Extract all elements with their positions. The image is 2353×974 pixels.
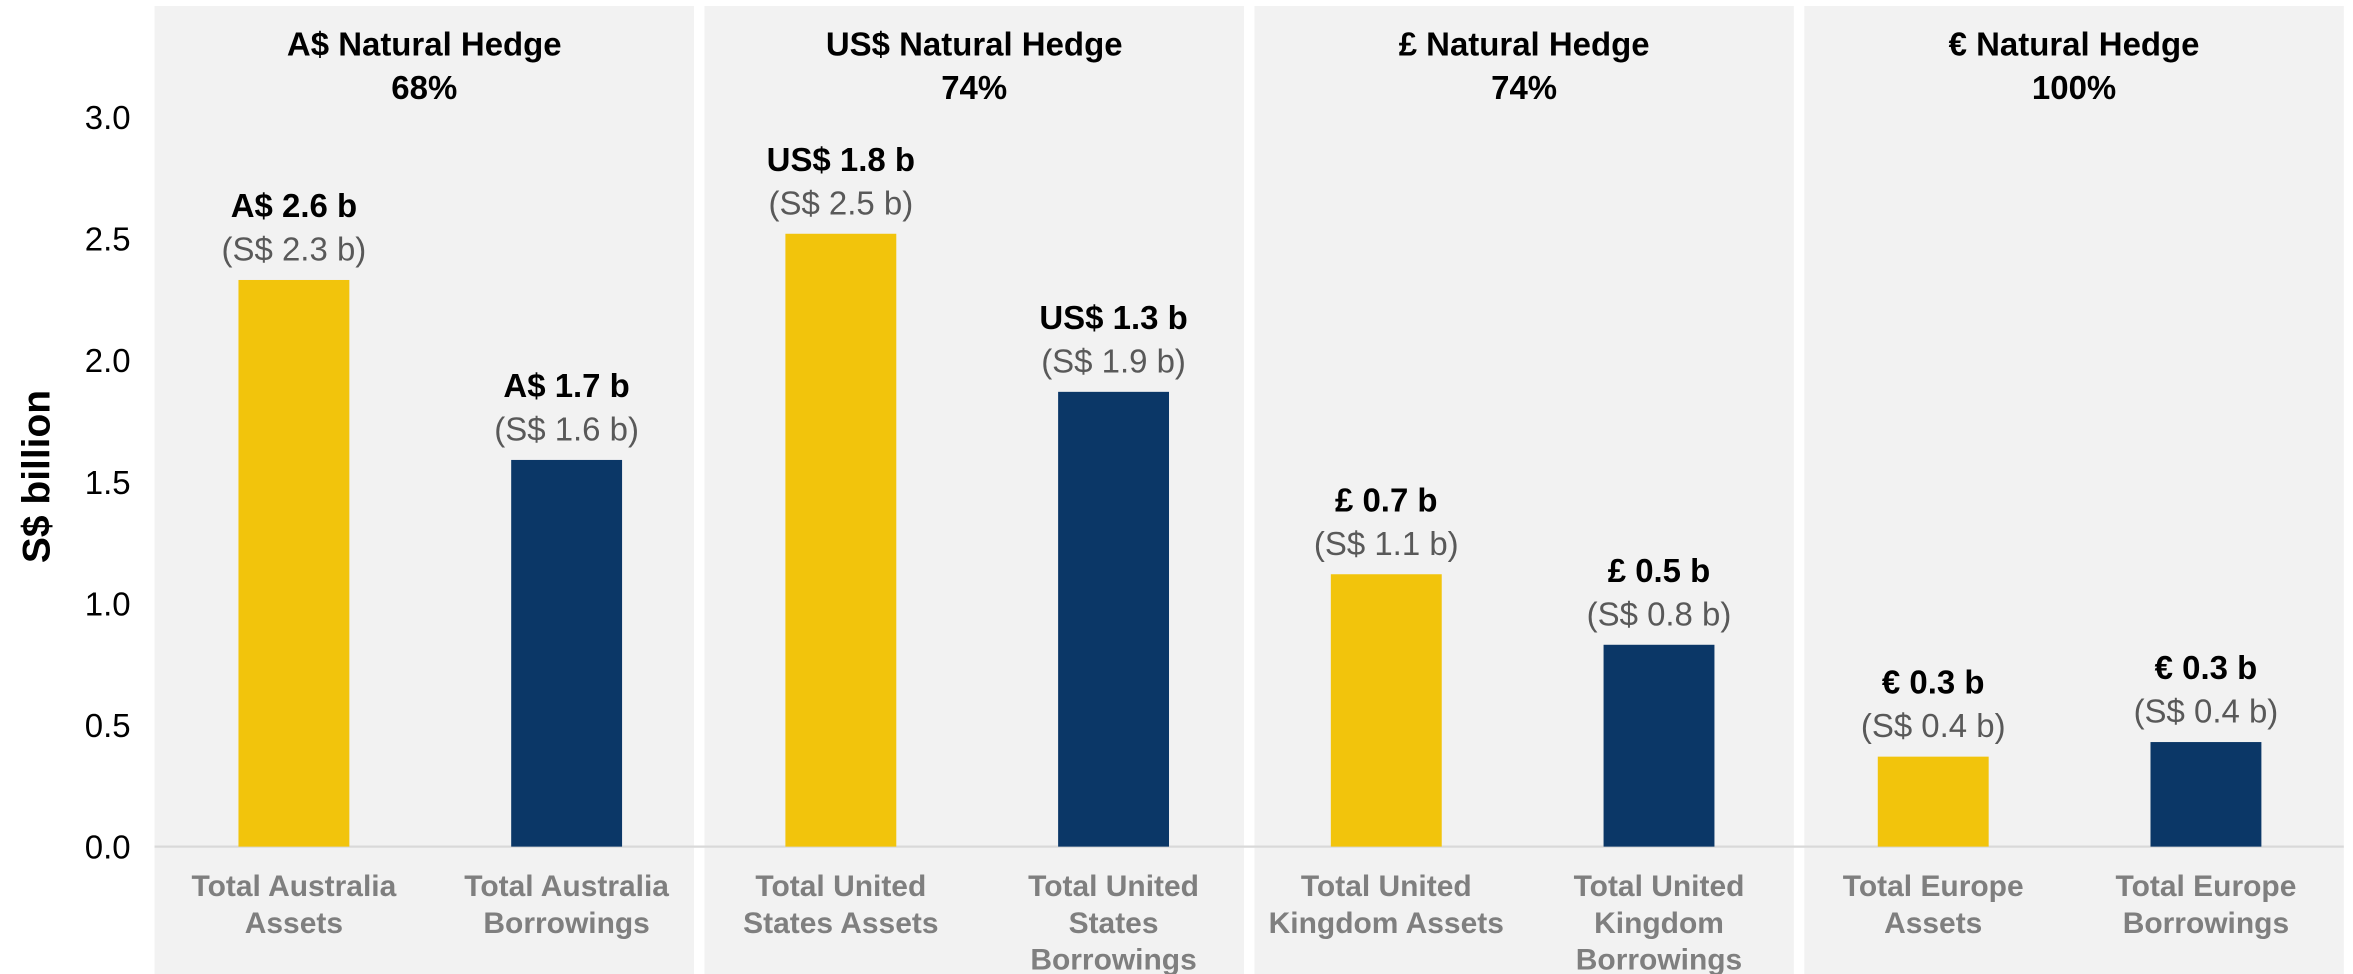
x-tick-label: Total Australia Assets — [192, 870, 397, 940]
x-tick-label-line: Total United — [1301, 870, 1472, 903]
y-tick-label: 1.0 — [85, 585, 131, 622]
panel-hedge: 100% — [2032, 69, 2116, 106]
bar — [1330, 574, 1442, 847]
panel-title: US$ Natural Hedge — [826, 25, 1123, 62]
x-tick-label-line: Assets — [245, 907, 343, 940]
bar — [785, 233, 897, 847]
x-tick-label: Total Europe Assets — [1843, 870, 2024, 940]
panel-title: A$ Natural Hedge — [287, 25, 562, 62]
value-label: (S$ 0.4 b) — [2134, 693, 2279, 730]
bar — [1877, 756, 1989, 847]
x-tick-label-line: Borrowings — [483, 907, 649, 940]
bar — [1603, 644, 1715, 847]
x-tick-label-line: Total Europe — [2116, 870, 2297, 903]
panel-hedge: 68% — [391, 69, 457, 106]
value-label: (S$ 0.8 b) — [1587, 595, 1732, 632]
x-tick-label-line: Borrowings — [2123, 907, 2289, 940]
local-currency-label: € 0.3 b — [1882, 664, 1985, 701]
x-tick-label: Total Europe Borrowings — [2116, 870, 2297, 940]
x-tick-label: Total Australia Borrowings — [464, 870, 669, 940]
x-tick-label-line: Kingdom — [1594, 907, 1724, 940]
y-tick-label: 1.5 — [85, 464, 131, 501]
x-tick-label: Total United Kingdom Assets — [1269, 870, 1504, 940]
x-tick-label: Total United Kingdom Borrowings — [1574, 870, 1745, 974]
x-tick-label-line: States — [1069, 907, 1159, 940]
bar — [2150, 742, 2262, 847]
x-tick-label-line: Total United — [755, 870, 926, 903]
value-label: (S$ 0.4 b) — [1861, 707, 2006, 744]
y-tick-label: 0.5 — [85, 707, 131, 744]
bar — [511, 459, 623, 847]
local-currency-label: US$ 1.8 b — [767, 141, 915, 178]
y-tick-label: 2.5 — [85, 221, 131, 258]
value-label: (S$ 2.3 b) — [222, 230, 367, 267]
bar — [1058, 391, 1170, 847]
x-tick-label: Total United States Borrowings — [1028, 870, 1199, 974]
y-tick-label: 0.0 — [85, 829, 131, 866]
local-currency-label: A$ 1.7 b — [503, 367, 629, 404]
x-tick-label-line: Total United — [1574, 870, 1745, 903]
panel-title: € Natural Hedge — [1949, 25, 2200, 62]
x-tick-label: Total United States Assets — [743, 870, 938, 940]
value-label: (S$ 1.1 b) — [1314, 525, 1459, 562]
local-currency-label: A$ 2.6 b — [231, 187, 357, 224]
x-tick-label-line: Borrowings — [1576, 944, 1742, 974]
value-label: (S$ 1.9 b) — [1041, 342, 1186, 379]
local-currency-label: £ 0.5 b — [1608, 552, 1711, 589]
value-label: (S$ 2.5 b) — [768, 184, 913, 221]
x-tick-label-line: States Assets — [743, 907, 938, 940]
local-currency-label: US$ 1.3 b — [1039, 299, 1187, 336]
y-axis-title: S$ billion — [16, 390, 59, 563]
x-tick-label-line: Total Europe — [1843, 870, 2024, 903]
x-tick-label-line: Assets — [1884, 907, 1982, 940]
x-tick-label-line: Kingdom Assets — [1269, 907, 1504, 940]
x-tick-label-line: Total Australia — [192, 870, 397, 903]
x-tick-label-line: Total United — [1028, 870, 1199, 903]
local-currency-label: € 0.3 b — [2155, 649, 2258, 686]
panel-hedge: 74% — [1491, 69, 1557, 106]
value-label: (S$ 1.6 b) — [494, 410, 639, 447]
y-tick-label: 3.0 — [85, 99, 131, 136]
bar — [238, 279, 350, 847]
panel-title: £ Natural Hedge — [1399, 25, 1650, 62]
panel-hedge: 74% — [941, 69, 1007, 106]
local-currency-label: £ 0.7 b — [1335, 481, 1438, 518]
y-tick-label: 2.0 — [85, 342, 131, 379]
x-tick-label-line: Total Australia — [464, 870, 669, 903]
x-tick-label-line: Borrowings — [1030, 944, 1196, 974]
